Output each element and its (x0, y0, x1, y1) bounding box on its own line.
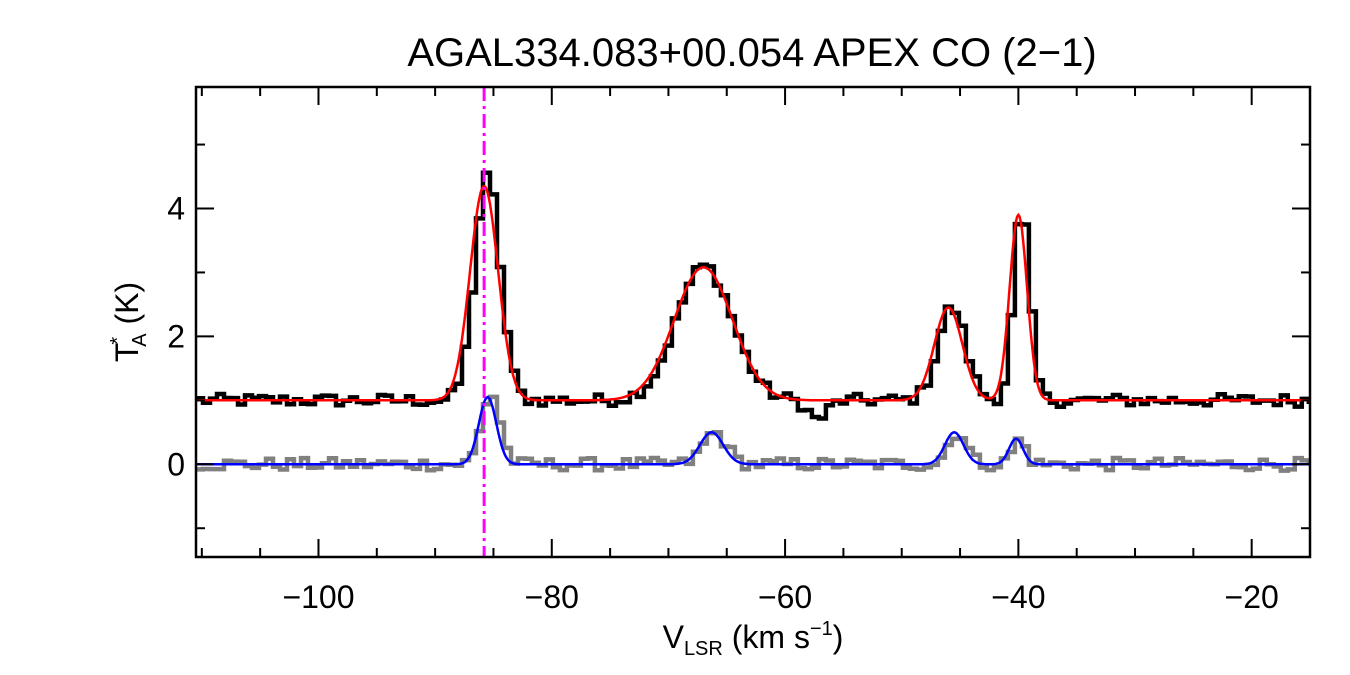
series-layer (196, 87, 1310, 557)
x-tick-label: −100 (282, 579, 354, 615)
x-tick-label: −20 (1225, 579, 1279, 615)
chart-title: AGAL334.083+00.054 APEX CO (2−1) (407, 31, 1096, 75)
series-secondary-spectrum (196, 394, 1310, 473)
x-tick-labels: −100 −80 −60 −40 −20 (282, 579, 1278, 615)
x-tick-label: −40 (991, 579, 1045, 615)
y-tick-label: 4 (167, 190, 185, 226)
y-tick-label: 2 (167, 318, 185, 354)
series-fit-to-observed-spectrum (196, 184, 1310, 402)
series-observed-spectrum-offset-1-k (196, 170, 1310, 421)
y-axis-label: T*A (K) (107, 282, 151, 362)
y-tick-labels: 0 2 4 (167, 190, 185, 482)
x-tick-label: −80 (525, 579, 579, 615)
x-tick-label: −60 (758, 579, 812, 615)
tick-layer (196, 87, 1311, 557)
series-fit-to-secondary-spectrum (196, 395, 1310, 466)
x-axis-label: VLSR (km s−1) (663, 618, 844, 660)
y-tick-label: 0 (167, 446, 185, 482)
plot-frame (194, 85, 1312, 559)
